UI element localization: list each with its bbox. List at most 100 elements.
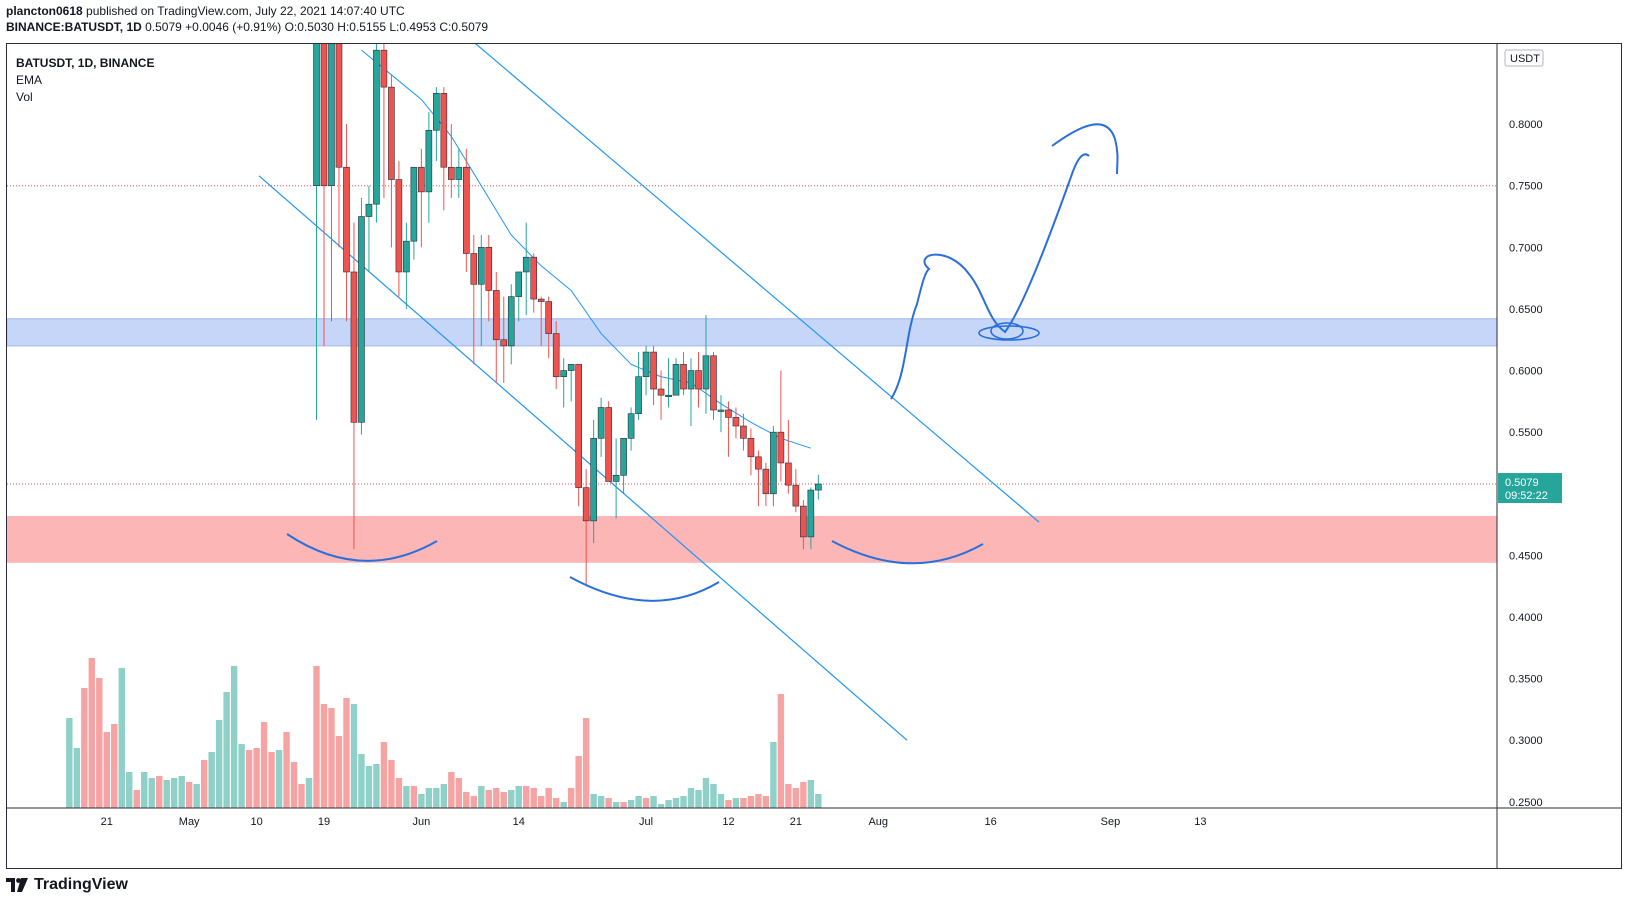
- volume-bar: [223, 692, 230, 808]
- volume-bar: [523, 786, 530, 808]
- volume-bar: [605, 798, 612, 808]
- candle-body: [410, 166, 418, 242]
- candle-body: [395, 179, 403, 273]
- volume-bar: [275, 750, 283, 808]
- currency-box: [1504, 49, 1544, 67]
- candle: [717, 395, 725, 433]
- volume-bar: [560, 802, 567, 808]
- time-tick-label: Jun: [412, 816, 430, 828]
- chart-pane[interactable]: 0.85000.80000.75000.70000.65000.60000.55…: [6, 43, 1622, 869]
- candle-body: [343, 166, 350, 273]
- volume-bar: [298, 784, 305, 808]
- legend-vol[interactable]: Vol: [16, 90, 33, 104]
- volume-bar: [245, 750, 253, 808]
- time-tick-label: 16: [984, 816, 996, 828]
- candlestick-chart[interactable]: 0.85000.80000.75000.70000.65000.60000.55…: [7, 44, 1621, 868]
- candle: [612, 438, 620, 519]
- candle-body: [530, 256, 538, 300]
- candle: [695, 352, 702, 408]
- volume-bar: [455, 778, 463, 808]
- volume-bar: [230, 666, 238, 808]
- volume-bar: [642, 798, 650, 808]
- candle: [380, 44, 388, 199]
- candle: [515, 271, 523, 322]
- candle: [605, 401, 612, 482]
- candle: [313, 44, 320, 420]
- volume-bar: [785, 784, 792, 808]
- candle-body: [335, 44, 343, 168]
- last-price-box: [1498, 473, 1562, 504]
- time-tick-label: 14: [513, 816, 525, 828]
- volume-bar: [530, 788, 537, 808]
- time-tick-label: 19: [318, 816, 330, 828]
- candle-body: [477, 247, 485, 285]
- volume-bar: [343, 698, 350, 808]
- volume-bar: [590, 794, 597, 808]
- price-tick-label: 0.6000: [1509, 366, 1543, 378]
- candle-body: [597, 407, 605, 439]
- candle: [395, 161, 403, 297]
- candle: [807, 487, 815, 550]
- upper-trend-line: [475, 44, 1040, 523]
- price-tick-label: 0.7000: [1509, 242, 1543, 254]
- price-tick-label: 0.3500: [1509, 674, 1543, 686]
- legend-ema[interactable]: EMA: [16, 73, 43, 87]
- volume-bar: [373, 764, 380, 808]
- candle: [545, 296, 553, 359]
- zone-support: [7, 515, 1497, 563]
- candle: [433, 87, 440, 162]
- candle-body: [665, 394, 672, 397]
- volume-bar: [725, 800, 732, 808]
- candle-body: [687, 370, 695, 390]
- candle: [477, 235, 485, 346]
- volume-bar: [740, 798, 747, 808]
- target-ellipse-1: [978, 325, 1040, 341]
- volume-bar: [463, 792, 470, 808]
- candle-body: [515, 271, 523, 297]
- candle: [358, 198, 365, 435]
- volume-bar: [807, 780, 815, 808]
- volume-bar: [335, 736, 343, 808]
- volume-bar: [717, 794, 725, 808]
- candle-body: [612, 474, 620, 482]
- volume-bar: [320, 704, 328, 808]
- legend-symbol[interactable]: BATUSDT, 1D, BINANCE: [16, 56, 155, 70]
- candle: [410, 166, 418, 260]
- volume-bar: [171, 778, 178, 808]
- candle: [732, 407, 740, 439]
- candle-body: [373, 49, 380, 205]
- volume-bar: [380, 742, 388, 808]
- volume-bar: [328, 708, 335, 808]
- volume-bar: [485, 790, 492, 808]
- time-tick-label: 21: [101, 816, 113, 828]
- candle: [320, 44, 328, 346]
- price-tick-label: 0.5500: [1509, 427, 1543, 439]
- price-tick-label: 0.8000: [1509, 119, 1543, 131]
- price-tick-label: 0.3000: [1509, 735, 1543, 747]
- candle: [492, 271, 500, 383]
- price-change: +0.0046 (+0.91%): [185, 20, 282, 34]
- candle-body: [620, 438, 627, 476]
- candle-body: [627, 413, 635, 439]
- volume-bar: [433, 788, 440, 808]
- candle-body: [380, 49, 388, 88]
- candle: [785, 419, 792, 494]
- volume-bar: [702, 778, 710, 808]
- candle-body: [500, 339, 508, 347]
- publisher-name[interactable]: plancton0618: [6, 4, 83, 18]
- candle-body: [552, 333, 560, 378]
- volume-bar: [73, 748, 81, 808]
- candle-body: [328, 44, 335, 187]
- candle: [620, 438, 627, 494]
- candle-body: [762, 468, 770, 495]
- volume-bar: [290, 762, 298, 808]
- candle-body: [732, 417, 740, 427]
- candle-body: [440, 92, 448, 168]
- volume-bar: [710, 784, 717, 808]
- currency-label: USDT: [1510, 53, 1540, 65]
- candle: [522, 222, 530, 316]
- candle: [373, 44, 380, 223]
- candle-body: [545, 301, 553, 334]
- volume-bar: [627, 800, 635, 808]
- candle-body: [755, 456, 762, 470]
